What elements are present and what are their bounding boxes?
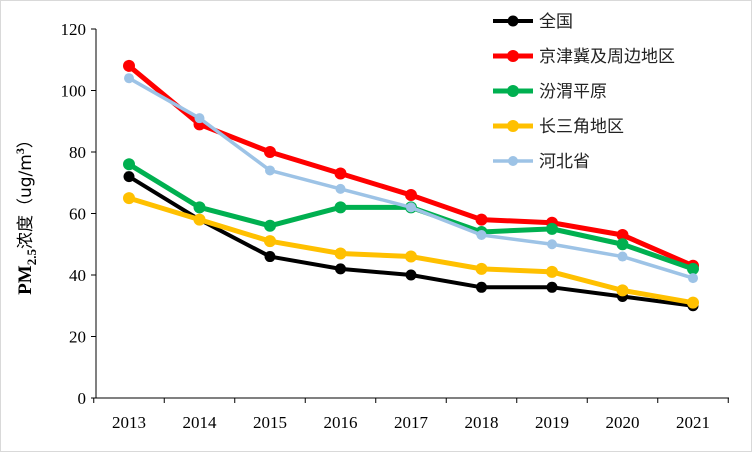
data-point bbox=[546, 265, 558, 278]
legend-item: 全国 bbox=[493, 12, 573, 32]
y-tick-label: 60 bbox=[69, 205, 86, 224]
data-point bbox=[616, 229, 629, 242]
data-point bbox=[264, 251, 276, 263]
y-tick-label: 100 bbox=[61, 82, 87, 101]
data-point bbox=[265, 165, 275, 176]
data-point bbox=[123, 171, 135, 183]
x-tick-label: 2016 bbox=[324, 413, 358, 432]
x-tick-label: 2020 bbox=[606, 413, 640, 432]
series-line bbox=[128, 76, 694, 280]
legend-item: 汾渭平原 bbox=[493, 82, 607, 102]
legend-item: 京津冀及周边地区 bbox=[493, 47, 675, 67]
legend-marker bbox=[508, 156, 518, 166]
series-4 bbox=[124, 73, 698, 284]
y-tick-label: 120 bbox=[61, 20, 87, 39]
x-tick-label: 2013 bbox=[112, 413, 146, 432]
y-axis-label: PM2.5浓度（ug/m3） bbox=[13, 131, 39, 295]
data-point bbox=[123, 192, 135, 205]
data-point bbox=[335, 183, 346, 194]
data-point bbox=[334, 167, 347, 180]
x-tick-label: 2019 bbox=[535, 413, 569, 432]
data-point bbox=[123, 59, 135, 72]
series-line bbox=[127, 63, 694, 269]
y-tick-label: 20 bbox=[69, 328, 86, 347]
x-tick-label: 2018 bbox=[465, 413, 499, 432]
data-point bbox=[264, 146, 276, 158]
data-point bbox=[475, 262, 488, 275]
legend-label: 汾渭平原 bbox=[539, 82, 607, 102]
data-point bbox=[193, 213, 206, 226]
x-tick-label: 2017 bbox=[394, 413, 429, 432]
data-point bbox=[406, 202, 416, 213]
data-point bbox=[476, 230, 487, 241]
data-point bbox=[123, 158, 135, 171]
legend-marker bbox=[507, 50, 519, 62]
legend-label: 京津冀及周边地区 bbox=[539, 47, 675, 67]
data-point bbox=[124, 73, 134, 84]
series-line bbox=[128, 195, 694, 306]
data-point bbox=[264, 219, 276, 232]
data-point bbox=[334, 247, 347, 260]
data-point bbox=[475, 213, 488, 226]
data-point bbox=[264, 235, 276, 248]
data-point bbox=[616, 238, 629, 251]
legend-label: 河北省 bbox=[539, 152, 590, 172]
legend-item: 长三角地区 bbox=[493, 117, 624, 137]
y-tick-label: 80 bbox=[69, 143, 86, 162]
data-point bbox=[546, 222, 558, 235]
data-point bbox=[617, 251, 628, 262]
data-point bbox=[193, 201, 206, 214]
x-tick-label: 2015 bbox=[253, 413, 287, 432]
data-point bbox=[335, 263, 346, 275]
x-tick-label: 2014 bbox=[183, 413, 218, 432]
data-point bbox=[687, 262, 699, 275]
y-tick-label: 40 bbox=[69, 266, 86, 285]
data-point bbox=[476, 281, 487, 293]
legend-item: 河北省 bbox=[493, 152, 590, 172]
legend-marker bbox=[507, 120, 519, 132]
legend-label: 全国 bbox=[539, 12, 573, 32]
data-point bbox=[405, 189, 417, 202]
data-point bbox=[405, 269, 417, 281]
data-point bbox=[547, 239, 557, 250]
data-point bbox=[405, 250, 417, 263]
data-point bbox=[687, 296, 699, 309]
x-tick-label: 2021 bbox=[676, 413, 710, 432]
data-point bbox=[546, 281, 558, 293]
series-3 bbox=[123, 192, 699, 309]
data-point bbox=[616, 284, 629, 297]
y-tick-label: 0 bbox=[78, 389, 87, 408]
legend-label: 长三角地区 bbox=[539, 117, 624, 137]
legend-marker bbox=[507, 85, 519, 97]
data-point bbox=[194, 113, 205, 124]
data-point bbox=[334, 201, 347, 214]
data-point bbox=[688, 273, 698, 284]
legend-marker bbox=[507, 15, 519, 27]
